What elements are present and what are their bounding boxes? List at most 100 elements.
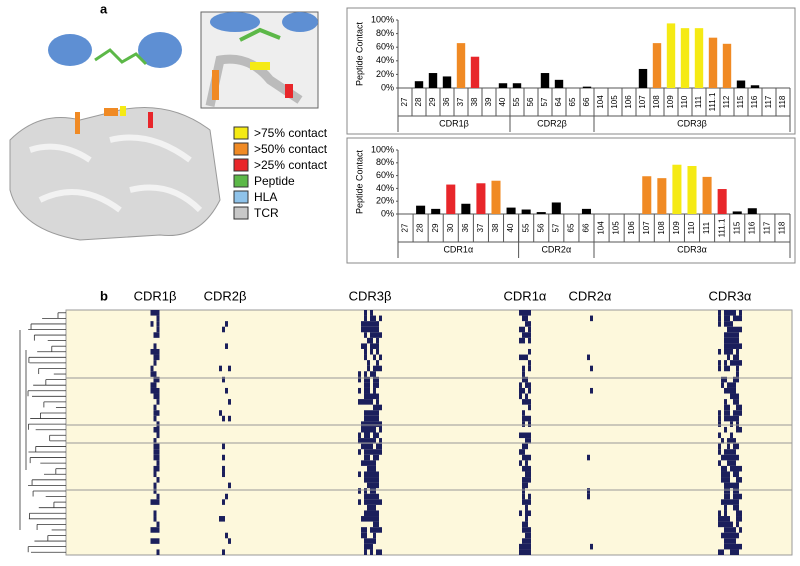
heat-cell xyxy=(228,415,231,422)
heat-cell xyxy=(736,337,739,344)
heat-cell xyxy=(736,499,739,505)
bar xyxy=(446,184,456,214)
heat-cell xyxy=(739,343,742,349)
heat-cell xyxy=(156,432,160,439)
heat-cell xyxy=(528,326,531,333)
heat-cell xyxy=(376,482,379,489)
heat-cell xyxy=(367,337,370,344)
heat-cell xyxy=(361,438,364,444)
heat-cell xyxy=(730,326,733,333)
x-tick-label: 104 xyxy=(597,221,606,235)
heat-cell xyxy=(376,326,379,333)
heat-cell xyxy=(736,371,739,377)
heat-cell xyxy=(736,549,739,555)
heat-cell xyxy=(718,432,721,439)
heat-cell xyxy=(373,426,376,433)
heat-cell xyxy=(724,499,727,505)
x-tick-label: 115 xyxy=(732,221,741,234)
heat-cell xyxy=(522,449,525,455)
heat-cell xyxy=(156,387,160,394)
x-tick-label: 27 xyxy=(400,97,409,106)
heat-cell xyxy=(724,426,727,433)
heat-cell xyxy=(525,315,528,322)
heat-cell xyxy=(153,354,157,361)
heat-cell xyxy=(376,443,379,450)
heat-cell xyxy=(367,421,370,427)
heat-cell xyxy=(718,443,721,450)
group-label: CDR1β xyxy=(439,118,469,128)
heat-cell xyxy=(522,432,525,439)
heat-cell xyxy=(727,543,730,550)
x-tick-label: 107 xyxy=(638,95,647,109)
heat-cell xyxy=(364,326,367,333)
heat-cell xyxy=(153,516,157,522)
heat-cell xyxy=(736,421,739,427)
x-tick-label: 110 xyxy=(680,95,689,108)
y-tick-label: 100% xyxy=(371,14,394,24)
heat-cell xyxy=(373,438,376,444)
heat-cell xyxy=(153,343,157,349)
column-label: CDR3β xyxy=(349,288,392,303)
heat-cell xyxy=(153,382,157,388)
heat-cell xyxy=(733,382,736,388)
x-tick-label: 115 xyxy=(736,95,745,108)
heat-cell xyxy=(376,343,379,349)
heat-cell xyxy=(379,365,382,372)
heat-cell xyxy=(364,549,367,555)
heat-cell xyxy=(736,521,739,528)
group-label: CDR3α xyxy=(677,244,707,254)
heat-cell xyxy=(727,477,730,483)
heat-cell xyxy=(721,532,724,539)
bar xyxy=(708,37,718,88)
heat-cell xyxy=(370,516,373,522)
heat-cell xyxy=(376,393,379,400)
heat-cell xyxy=(727,404,730,411)
heat-cell xyxy=(528,549,531,555)
x-tick-label: 111 xyxy=(702,221,711,234)
bar xyxy=(694,28,704,88)
heat-cell xyxy=(373,516,376,522)
heat-cell xyxy=(364,510,367,517)
heat-cell xyxy=(367,426,370,433)
heat-cell xyxy=(519,432,522,439)
heat-cell xyxy=(361,516,364,522)
heat-cell xyxy=(522,488,525,494)
heat-cell xyxy=(373,393,376,400)
heat-cell xyxy=(730,360,733,366)
heat-cell xyxy=(733,310,736,316)
column-label: CDR2α xyxy=(569,288,612,303)
heat-cell xyxy=(376,432,379,439)
x-tick-label: 66 xyxy=(582,223,591,232)
heat-cell xyxy=(727,415,730,422)
heat-cell xyxy=(370,393,373,400)
heat-cell xyxy=(156,465,160,472)
x-tick-label: 38 xyxy=(470,97,479,106)
heat-cell xyxy=(525,393,528,400)
heat-cell xyxy=(525,321,528,327)
bar xyxy=(666,23,676,88)
bar xyxy=(702,176,712,214)
heat-cell xyxy=(522,477,525,483)
heat-cell xyxy=(379,426,382,433)
heat-cell xyxy=(522,310,525,316)
heat-cell xyxy=(525,354,528,361)
heat-cell xyxy=(156,354,160,361)
heat-cell xyxy=(373,365,376,372)
heat-cell xyxy=(733,538,736,544)
heat-cell xyxy=(156,393,160,400)
heat-cell xyxy=(724,482,727,489)
heat-cell xyxy=(733,482,736,489)
x-tick-label: 57 xyxy=(551,223,560,232)
heat-cell xyxy=(361,326,364,333)
heat-cell xyxy=(156,426,160,433)
heat-cell xyxy=(727,482,730,489)
x-tick-label: 37 xyxy=(456,97,465,106)
heat-cell xyxy=(373,499,376,505)
heat-cell xyxy=(367,387,370,394)
heat-cell xyxy=(525,415,528,422)
heat-cell xyxy=(736,465,739,472)
heat-cell xyxy=(718,516,721,522)
heat-cell xyxy=(370,343,373,349)
heat-cell xyxy=(376,421,379,427)
heat-cell xyxy=(736,543,739,550)
